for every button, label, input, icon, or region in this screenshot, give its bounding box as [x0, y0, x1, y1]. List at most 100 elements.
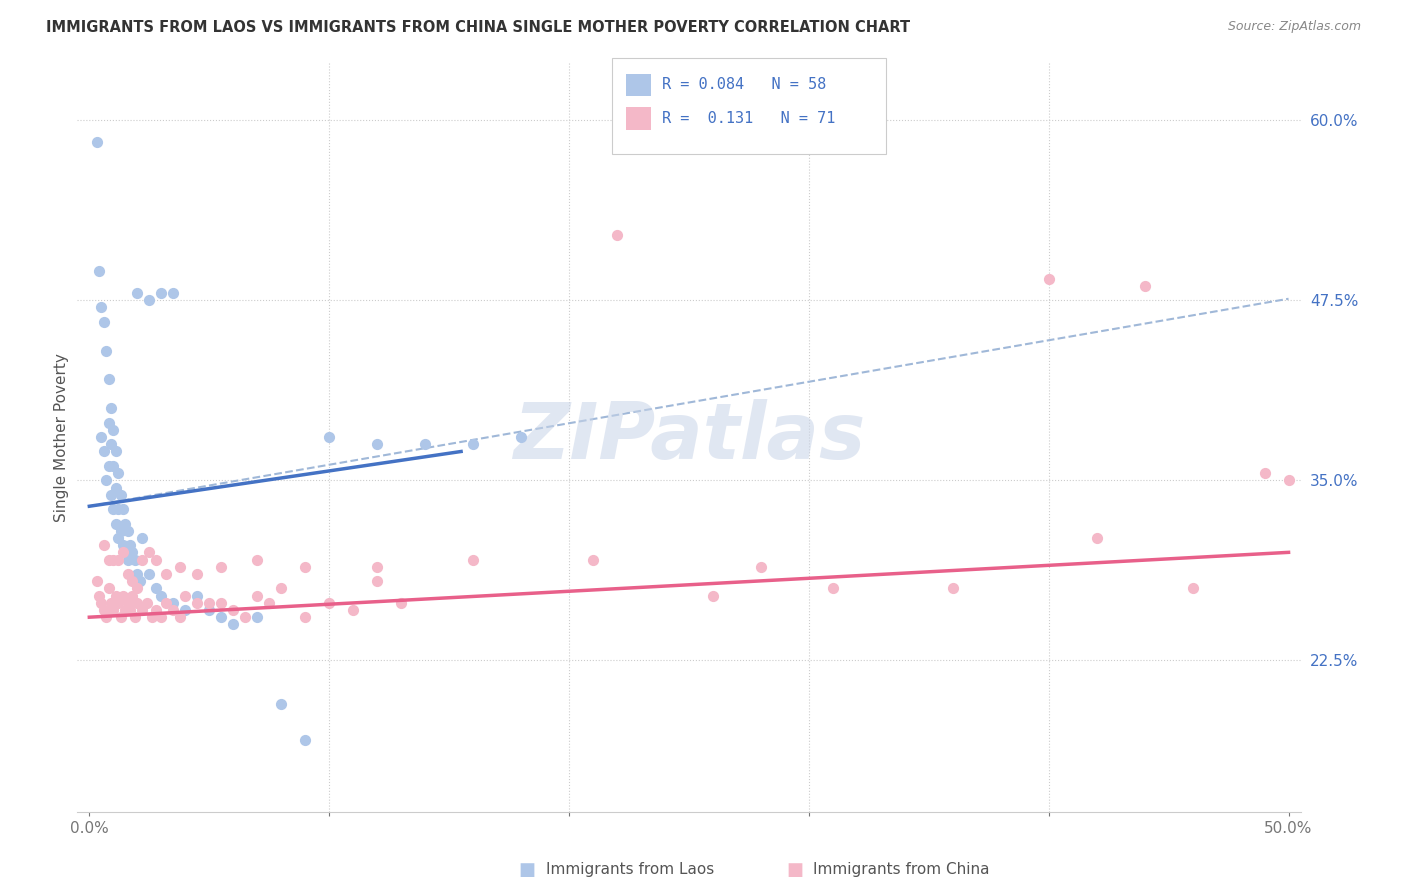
- Point: [186, 596, 208, 610]
- Point: [124, 610, 146, 624]
- Text: IMMIGRANTS FROM LAOS VS IMMIGRANTS FROM CHINA SINGLE MOTHER POVERTY CORRELATION : IMMIGRANTS FROM LAOS VS IMMIGRANTS FROM …: [46, 20, 911, 35]
- Point: [294, 559, 316, 574]
- Point: [186, 589, 208, 603]
- Point: [111, 589, 134, 603]
- Point: [318, 430, 340, 444]
- Point: [104, 444, 127, 458]
- Point: [111, 538, 134, 552]
- Point: [131, 531, 153, 545]
- Point: [138, 566, 160, 581]
- Point: [90, 596, 112, 610]
- Point: [121, 545, 143, 559]
- Point: [366, 574, 388, 589]
- Point: [97, 458, 120, 473]
- Point: [1253, 466, 1275, 480]
- Point: [117, 566, 139, 581]
- Point: [131, 552, 153, 566]
- Point: [110, 610, 132, 624]
- Point: [97, 372, 120, 386]
- Point: [97, 582, 120, 596]
- Point: [209, 610, 232, 624]
- Point: [103, 458, 125, 473]
- Point: [94, 343, 117, 358]
- Point: [117, 552, 139, 566]
- Point: [114, 545, 136, 559]
- Point: [413, 437, 436, 451]
- Point: [209, 559, 232, 574]
- Point: [162, 285, 184, 300]
- Point: [127, 566, 149, 581]
- Point: [103, 502, 125, 516]
- Point: [87, 589, 110, 603]
- Point: [107, 531, 129, 545]
- Point: [121, 589, 143, 603]
- Text: Immigrants from Laos: Immigrants from Laos: [546, 863, 714, 877]
- Point: [186, 566, 208, 581]
- Point: [94, 610, 117, 624]
- Point: [117, 524, 139, 538]
- Point: [198, 596, 221, 610]
- Point: [104, 589, 127, 603]
- Point: [606, 228, 628, 243]
- Point: [1181, 582, 1204, 596]
- Point: [93, 603, 115, 617]
- Point: [107, 552, 129, 566]
- Text: Source: ZipAtlas.com: Source: ZipAtlas.com: [1227, 20, 1361, 33]
- Point: [162, 596, 184, 610]
- Point: [120, 538, 142, 552]
- Point: [138, 293, 160, 308]
- Point: [162, 603, 184, 617]
- Point: [246, 552, 269, 566]
- Point: [270, 697, 292, 711]
- Point: [582, 552, 605, 566]
- Point: [1133, 278, 1156, 293]
- Point: [246, 610, 269, 624]
- Point: [107, 596, 129, 610]
- Point: [127, 596, 149, 610]
- Point: [110, 524, 132, 538]
- Text: R = 0.084   N = 58: R = 0.084 N = 58: [662, 78, 827, 92]
- Point: [86, 574, 108, 589]
- Point: [103, 552, 125, 566]
- Text: ■: ■: [519, 861, 536, 879]
- Point: [942, 582, 965, 596]
- Point: [94, 473, 117, 487]
- Point: [294, 732, 316, 747]
- Point: [510, 430, 533, 444]
- Point: [103, 423, 125, 437]
- Point: [93, 538, 115, 552]
- Point: [294, 610, 316, 624]
- Point: [1277, 473, 1299, 487]
- Text: ■: ■: [786, 861, 803, 879]
- Text: R =  0.131   N = 71: R = 0.131 N = 71: [662, 112, 835, 126]
- Point: [702, 589, 724, 603]
- Point: [318, 596, 340, 610]
- Point: [145, 582, 167, 596]
- Point: [127, 582, 149, 596]
- Point: [257, 596, 280, 610]
- Point: [100, 488, 122, 502]
- Point: [103, 603, 125, 617]
- Point: [461, 437, 484, 451]
- Point: [145, 552, 167, 566]
- Point: [174, 603, 197, 617]
- Point: [111, 545, 134, 559]
- Point: [342, 603, 364, 617]
- Point: [97, 416, 120, 430]
- Point: [131, 603, 153, 617]
- Point: [366, 437, 388, 451]
- Point: [93, 444, 115, 458]
- Point: [150, 285, 173, 300]
- Point: [121, 574, 143, 589]
- Point: [120, 603, 142, 617]
- Point: [461, 552, 484, 566]
- Point: [209, 596, 232, 610]
- Point: [821, 582, 844, 596]
- Text: ZIPatlas: ZIPatlas: [513, 399, 865, 475]
- Point: [127, 285, 149, 300]
- Point: [90, 430, 112, 444]
- Point: [110, 488, 132, 502]
- Point: [107, 502, 129, 516]
- Point: [155, 596, 177, 610]
- Point: [104, 481, 127, 495]
